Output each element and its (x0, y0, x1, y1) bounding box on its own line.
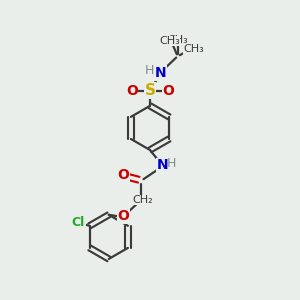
Text: O: O (126, 83, 138, 98)
Text: S: S (145, 83, 155, 98)
Text: Cl: Cl (72, 216, 85, 230)
Text: H: H (167, 157, 176, 170)
Text: CH₂: CH₂ (132, 195, 153, 205)
Text: O: O (117, 168, 129, 182)
Text: O: O (162, 83, 174, 98)
Text: H: H (144, 64, 154, 77)
Text: CH₃: CH₃ (168, 35, 188, 46)
Text: O: O (118, 209, 129, 223)
Text: N: N (154, 66, 166, 80)
Text: CH₃: CH₃ (159, 36, 180, 46)
Text: CH₃: CH₃ (183, 44, 204, 54)
Text: N: N (157, 158, 168, 172)
